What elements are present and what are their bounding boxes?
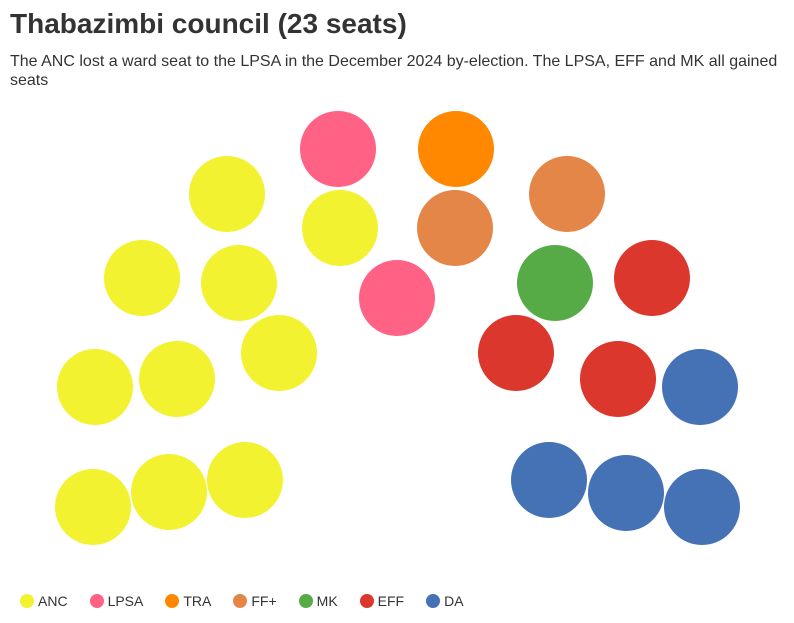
legend-label: ANC: [38, 593, 68, 609]
legend-label: FF+: [251, 593, 277, 609]
legend-label: LPSA: [107, 593, 144, 609]
legend-label: MK: [316, 593, 338, 609]
seat-anc-6: [241, 315, 317, 391]
seat-anc-10: [302, 190, 378, 266]
seat-lpsa-12: [359, 260, 435, 336]
seat-ff-plus-15: [529, 156, 605, 232]
legend-swatch: [298, 594, 313, 608]
seat-anc-8: [201, 245, 277, 321]
legend: ANC LPSA TRA FF+ MK EFF DA: [20, 593, 486, 609]
seat-anc-9: [189, 156, 265, 232]
seat-anc-5: [139, 341, 215, 417]
legend-label: TRA: [183, 593, 212, 609]
legend-label: EFF: [377, 593, 405, 609]
legend-item-eff: EFF: [359, 593, 405, 609]
seat-anc-7: [104, 240, 180, 316]
seat-anc-4: [57, 349, 133, 425]
seat-ff-plus-14: [417, 190, 493, 266]
seat-anc-2: [131, 454, 207, 530]
legend-item-lpsa: LPSA: [89, 593, 144, 609]
seat-eff-19: [580, 341, 656, 417]
legend-swatch: [233, 594, 248, 608]
legend-item-tra: TRA: [165, 593, 211, 609]
seat-da-23: [662, 349, 738, 425]
legend-swatch: [165, 594, 180, 608]
legend-swatch: [20, 594, 34, 608]
seat-tra-13: [418, 111, 494, 187]
legend-item-da: DA: [426, 593, 464, 609]
legend-swatch: [359, 594, 374, 608]
seat-da-22: [664, 469, 740, 545]
seat-da-21: [588, 455, 664, 531]
legend-item-anc: ANC: [20, 593, 68, 609]
seat-eff-18: [614, 240, 690, 316]
legend-label: DA: [444, 593, 464, 609]
seat-lpsa-11: [300, 111, 376, 187]
chart-subtitle: The ANC lost a ward seat to the LPSA in …: [10, 53, 778, 89]
seat-anc-1: [55, 469, 131, 545]
seat-eff-17: [478, 315, 554, 391]
legend-item-ff-plus: FF+: [233, 593, 277, 609]
legend-swatch: [89, 594, 104, 608]
seat-da-20: [511, 442, 587, 518]
seat-mk-16: [517, 245, 593, 321]
legend-item-mk: MK: [298, 593, 338, 609]
chart-title: Thabazimbi council (23 seats): [10, 8, 407, 39]
seat-anc-3: [207, 442, 283, 518]
legend-swatch: [426, 594, 441, 608]
